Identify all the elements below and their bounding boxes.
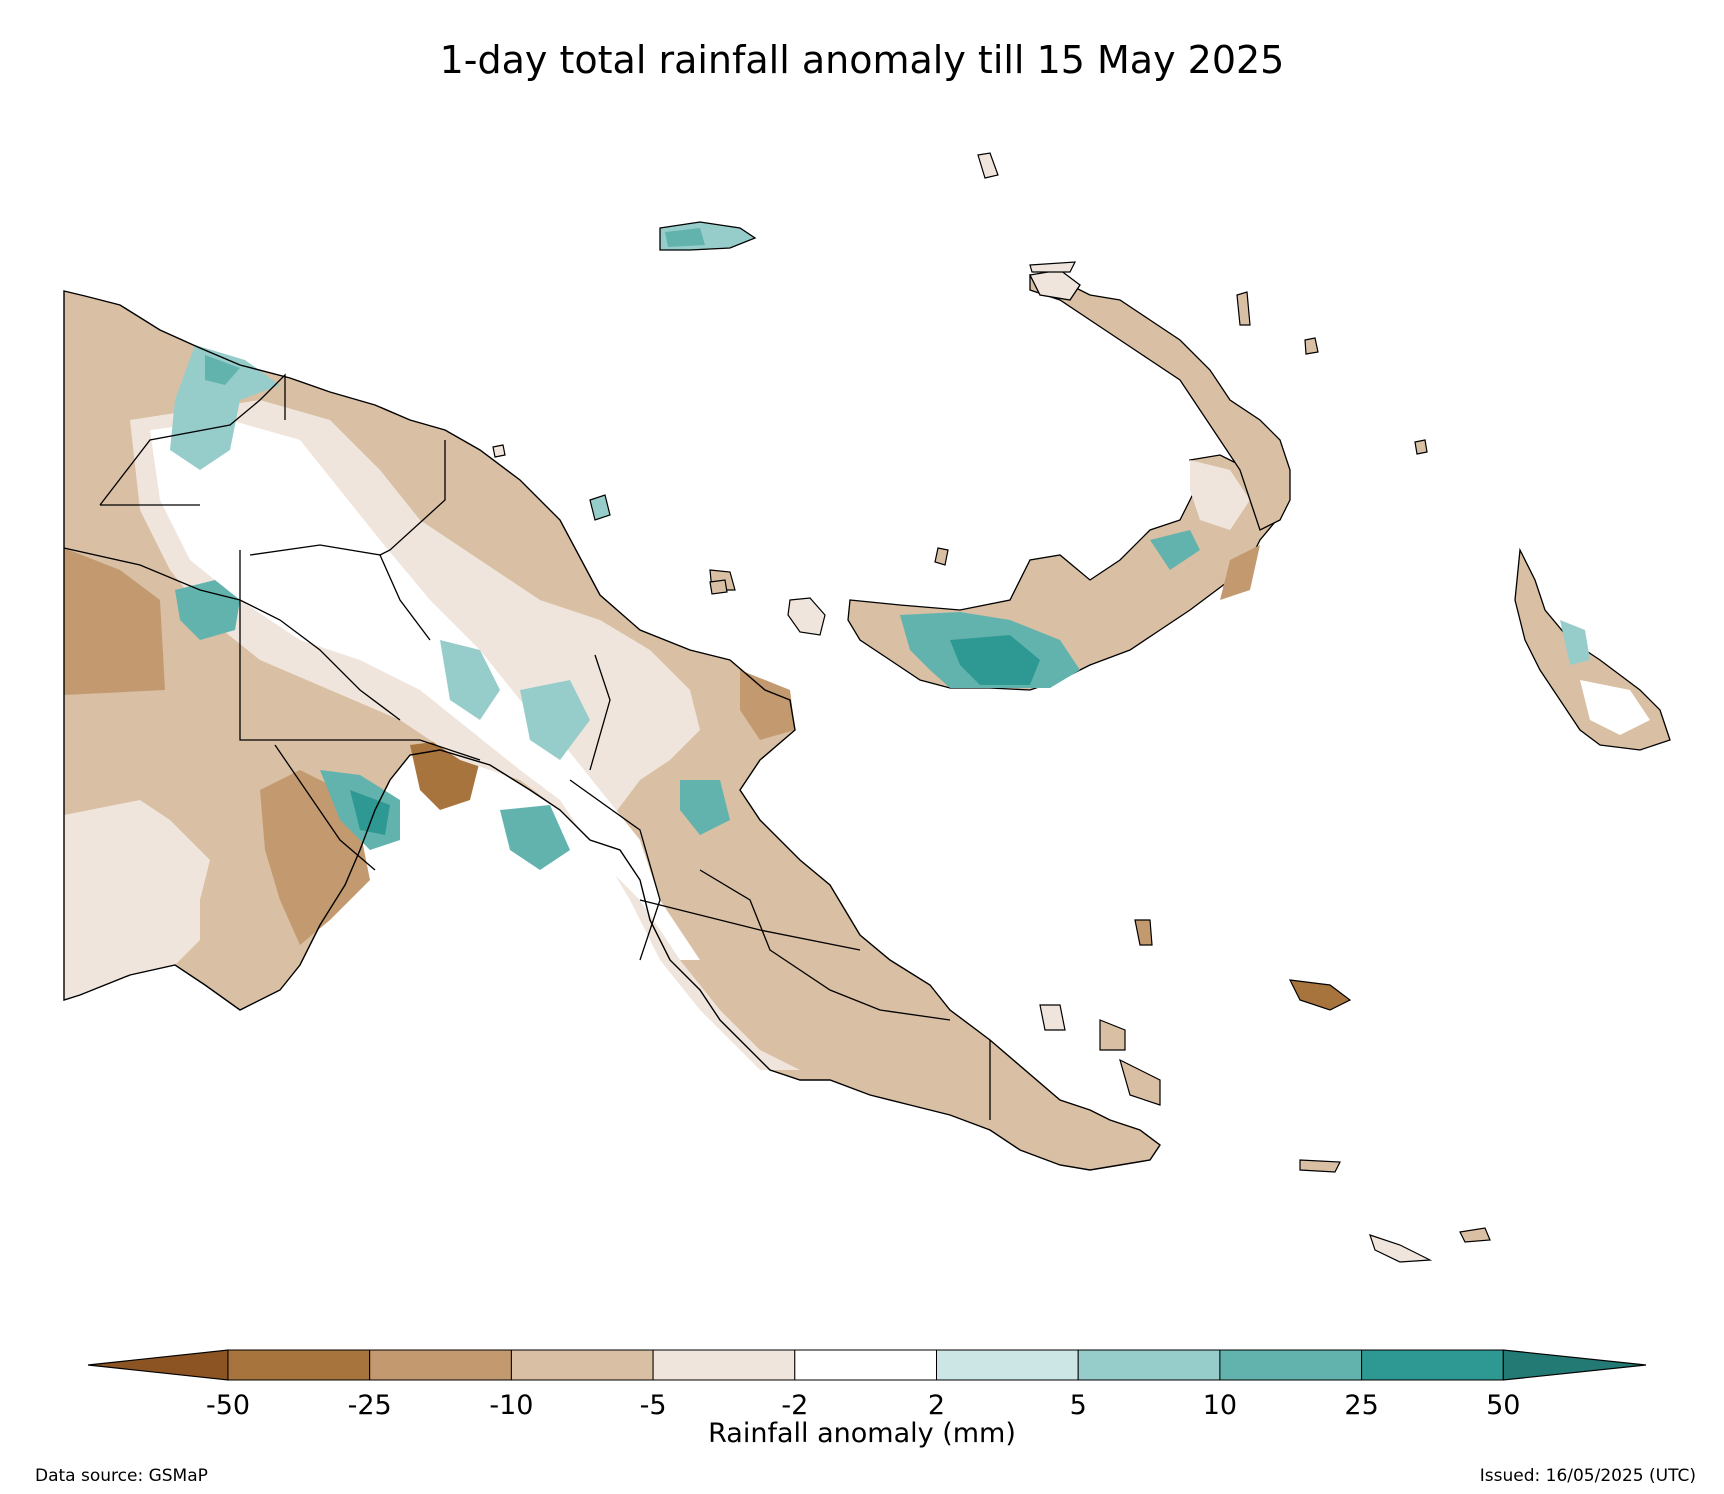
issued-date: Issued: 16/05/2025 (UTC) bbox=[1479, 1466, 1696, 1486]
province-borders bbox=[63, 373, 991, 1120]
colorbar-tick-label: -25 bbox=[347, 1390, 392, 1421]
lihir-island bbox=[1304, 337, 1319, 355]
huon-wet bbox=[680, 780, 730, 835]
colorbar-cell bbox=[510, 1349, 654, 1381]
colorbar-cell bbox=[369, 1349, 512, 1381]
fergusson-island bbox=[1099, 1019, 1126, 1051]
emirau-island bbox=[1029, 261, 1077, 273]
colorbar-extend-low bbox=[87, 1349, 229, 1381]
tanga-island bbox=[1414, 439, 1428, 455]
new-britain-dry bbox=[1220, 545, 1260, 600]
colorbar-tick-label: 50 bbox=[1486, 1390, 1521, 1421]
colorbar-extend-high bbox=[1502, 1349, 1647, 1381]
misima-island bbox=[1299, 1159, 1341, 1173]
witu-island bbox=[934, 547, 949, 566]
mainland-png bbox=[64, 291, 1160, 1170]
colorbar-cell bbox=[652, 1349, 796, 1381]
mainland-coast bbox=[63, 290, 1161, 1171]
colorbar-cell bbox=[227, 1349, 371, 1381]
goodenough-island bbox=[1039, 1004, 1066, 1031]
new-britain-wet-2 bbox=[1150, 530, 1200, 570]
colorbar-tick-label: 25 bbox=[1344, 1390, 1379, 1421]
central-wet bbox=[500, 805, 570, 870]
new-britain-pale bbox=[1190, 460, 1250, 530]
southwest-plain bbox=[64, 800, 210, 1000]
data-source: Data source: GSMaP bbox=[35, 1466, 208, 1486]
colorbar-cell bbox=[1361, 1349, 1504, 1381]
colorbar-tick-label: 5 bbox=[1069, 1390, 1087, 1421]
highland-wet-1 bbox=[175, 580, 240, 640]
small-islands bbox=[492, 152, 1491, 1263]
colorbar-cell bbox=[936, 1349, 1079, 1381]
colorbar-cells bbox=[87, 1349, 1647, 1381]
colorbar-tick-label: 10 bbox=[1202, 1390, 1238, 1421]
colorbar-tick-label: -5 bbox=[639, 1390, 667, 1421]
western-dry-band bbox=[64, 548, 165, 695]
colorbar-cell bbox=[794, 1349, 937, 1381]
highland-wet-2 bbox=[440, 640, 500, 720]
normanby-island bbox=[1119, 1058, 1161, 1106]
morobe-dry bbox=[720, 840, 850, 950]
north-coast-wet-core bbox=[205, 355, 240, 385]
colorbar-tick-label: 2 bbox=[927, 1390, 946, 1421]
rossel-island bbox=[1459, 1227, 1491, 1243]
new-britain-wet-core bbox=[950, 635, 1040, 685]
colorbar-tick-label: -2 bbox=[781, 1390, 809, 1421]
rainfall-anomaly-map bbox=[63, 152, 1671, 1263]
umboi-island bbox=[787, 597, 826, 636]
new-britain bbox=[847, 454, 1286, 691]
trobriand-island bbox=[1134, 919, 1153, 946]
madang-dry bbox=[740, 670, 795, 740]
map-title: 1-day total rainfall anomaly till 15 May… bbox=[439, 38, 1285, 82]
bougainville-white bbox=[1580, 680, 1650, 735]
karkar-island bbox=[589, 494, 611, 521]
colorbar-cell bbox=[1077, 1349, 1221, 1381]
bagabag-island bbox=[709, 579, 728, 595]
sudest-island bbox=[1369, 1234, 1433, 1263]
highland-wet-3 bbox=[520, 680, 590, 760]
mussau-island bbox=[977, 152, 999, 179]
woodlark-island bbox=[1288, 979, 1352, 1011]
bougainville-wet bbox=[1560, 620, 1590, 665]
colorbar-tick-label: -50 bbox=[205, 1390, 251, 1421]
lou-island bbox=[492, 444, 506, 458]
tabar-island bbox=[1236, 291, 1251, 326]
north-coast-wet bbox=[170, 345, 280, 470]
colorbar-label: Rainfall anomaly (mm) bbox=[708, 1418, 1016, 1449]
colorbar-cell bbox=[1219, 1349, 1363, 1381]
colorbar-tick-label: -10 bbox=[489, 1390, 534, 1421]
manus-core bbox=[665, 228, 705, 247]
new-ireland bbox=[1029, 274, 1291, 531]
highlands-white bbox=[150, 420, 700, 960]
